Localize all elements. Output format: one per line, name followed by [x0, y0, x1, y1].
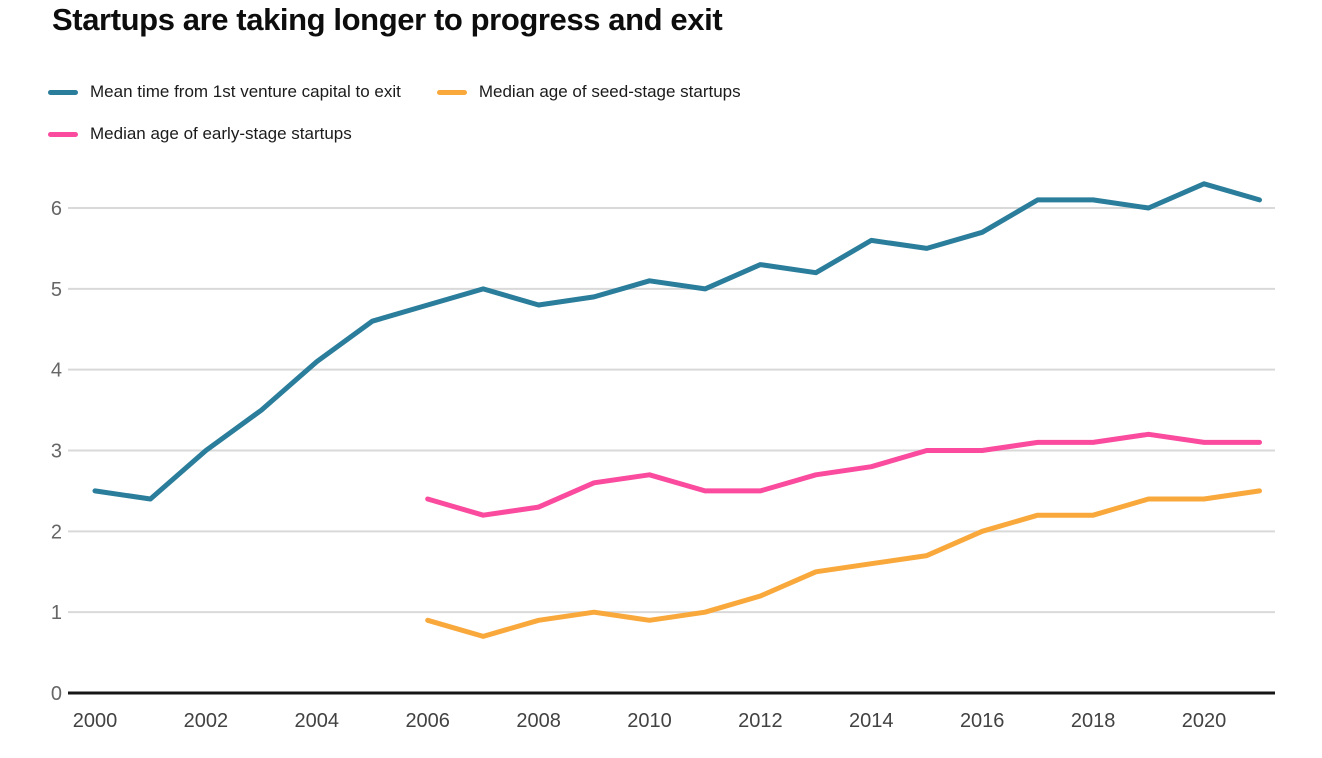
- x-tick-label: 2020: [1182, 710, 1227, 732]
- legend-item-2: Median age of early-stage startups: [48, 124, 352, 144]
- series-line-0: [92, 181, 1262, 502]
- x-tick-label: 2018: [1071, 710, 1116, 732]
- y-tick-label: 3: [51, 441, 62, 463]
- legend-swatch-icon: [48, 89, 78, 95]
- y-tick-label: 1: [51, 602, 62, 624]
- y-tick-label: 5: [51, 279, 62, 301]
- legend-item-0: Mean time from 1st venture capital to ex…: [48, 82, 401, 102]
- x-tick-label: 2010: [627, 710, 672, 732]
- x-tick-label: 2014: [849, 710, 894, 732]
- legend-swatch-icon: [436, 89, 467, 95]
- x-tick-label: 2006: [405, 710, 450, 732]
- x-tick-label: 2004: [295, 710, 340, 732]
- legend-label: Median age of seed-stage startups: [478, 82, 741, 101]
- legend-label: Mean time from 1st venture capital to ex…: [90, 82, 401, 101]
- y-tick-label: 2: [51, 521, 62, 543]
- x-tick-label: 2008: [516, 710, 561, 732]
- y-tick-label: 0: [51, 683, 62, 705]
- series-line-1: [425, 488, 1262, 639]
- x-tick-label: 2002: [184, 710, 229, 732]
- y-tick-label: 4: [51, 360, 62, 382]
- x-tick-label: 2016: [960, 710, 1005, 732]
- legend: Mean time from 1st venture capital to ex…: [48, 82, 928, 144]
- x-tick-label: 2000: [73, 710, 118, 732]
- legend-swatch-icon: [48, 131, 78, 137]
- y-tick-label: 6: [51, 198, 62, 220]
- series-line-2: [425, 431, 1262, 518]
- legend-item-1: Median age of seed-stage startups: [436, 82, 741, 102]
- x-tick-label: 2012: [738, 710, 783, 732]
- chart-title: Startups are taking longer to progress a…: [52, 2, 723, 37]
- legend-label: Median age of early-stage startups: [90, 124, 352, 143]
